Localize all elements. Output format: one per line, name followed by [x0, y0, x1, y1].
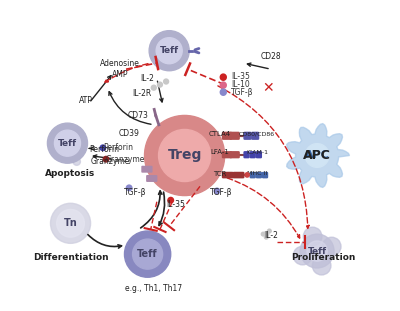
- Text: ●: ●: [218, 87, 227, 97]
- FancyBboxPatch shape: [262, 173, 268, 178]
- Text: LFA-1: LFA-1: [210, 149, 229, 156]
- FancyBboxPatch shape: [230, 132, 239, 139]
- Circle shape: [151, 85, 156, 90]
- Text: Apoptosis: Apoptosis: [46, 169, 96, 179]
- Text: CD28: CD28: [260, 52, 281, 61]
- Text: CD39: CD39: [119, 129, 140, 138]
- Text: ●: ●: [218, 80, 227, 90]
- FancyBboxPatch shape: [233, 173, 244, 178]
- Circle shape: [144, 115, 225, 196]
- Text: Adenosine
AMP: Adenosine AMP: [100, 59, 140, 79]
- Circle shape: [100, 145, 106, 151]
- Text: Teff: Teff: [58, 139, 77, 148]
- Text: TGF-β: TGF-β: [231, 88, 253, 97]
- Circle shape: [307, 241, 327, 261]
- Circle shape: [303, 227, 322, 246]
- Text: ✕: ✕: [262, 81, 274, 95]
- Text: CD73: CD73: [128, 111, 149, 120]
- Circle shape: [293, 246, 312, 265]
- Text: Teff: Teff: [160, 46, 179, 55]
- Circle shape: [264, 232, 269, 237]
- Circle shape: [126, 185, 132, 191]
- Text: TCR: TCR: [213, 171, 227, 177]
- Circle shape: [261, 232, 265, 236]
- Text: Differentiation: Differentiation: [33, 253, 108, 262]
- FancyBboxPatch shape: [252, 132, 258, 139]
- Circle shape: [312, 256, 331, 275]
- Text: CD80/CD86: CD80/CD86: [239, 132, 275, 137]
- Circle shape: [73, 158, 80, 165]
- Circle shape: [158, 82, 162, 87]
- Circle shape: [54, 130, 80, 156]
- Text: Granzyme: Granzyme: [106, 155, 145, 164]
- Text: APC: APC: [305, 151, 330, 160]
- FancyBboxPatch shape: [222, 173, 233, 178]
- Text: Treg: Treg: [168, 148, 202, 163]
- Circle shape: [168, 197, 174, 203]
- FancyBboxPatch shape: [250, 152, 255, 158]
- Circle shape: [156, 38, 182, 64]
- Circle shape: [322, 237, 341, 256]
- Text: IL-35: IL-35: [166, 200, 185, 209]
- Circle shape: [57, 209, 84, 237]
- Text: APC: APC: [303, 149, 331, 162]
- FancyBboxPatch shape: [244, 132, 251, 139]
- Text: Perforin: Perforin: [103, 143, 133, 152]
- Text: TGF-β: TGF-β: [124, 188, 146, 197]
- FancyBboxPatch shape: [222, 132, 232, 139]
- Text: TGF-β: TGF-β: [210, 188, 233, 197]
- Circle shape: [54, 151, 63, 160]
- FancyBboxPatch shape: [250, 173, 255, 178]
- FancyBboxPatch shape: [230, 152, 239, 158]
- Circle shape: [245, 173, 249, 177]
- FancyBboxPatch shape: [256, 173, 261, 178]
- Circle shape: [214, 188, 220, 194]
- Text: Granzyme: Granzyme: [91, 157, 130, 166]
- Circle shape: [48, 123, 88, 163]
- FancyBboxPatch shape: [222, 152, 232, 158]
- Text: ICAM-1: ICAM-1: [246, 150, 268, 155]
- Text: IL-2R: IL-2R: [132, 89, 151, 98]
- Text: CTLA4: CTLA4: [209, 131, 231, 137]
- FancyBboxPatch shape: [244, 152, 249, 158]
- Circle shape: [132, 239, 163, 269]
- Text: Proliferation: Proliferation: [291, 253, 356, 262]
- Text: ●: ●: [218, 72, 227, 82]
- Circle shape: [164, 79, 168, 84]
- Circle shape: [305, 144, 329, 167]
- Circle shape: [300, 234, 334, 268]
- FancyBboxPatch shape: [147, 176, 157, 181]
- Circle shape: [58, 128, 64, 134]
- Circle shape: [50, 203, 90, 243]
- Circle shape: [124, 231, 171, 277]
- Text: Teff: Teff: [308, 247, 327, 256]
- Text: IL-35: IL-35: [231, 72, 250, 81]
- Circle shape: [103, 156, 109, 162]
- Text: Teff: Teff: [137, 249, 158, 259]
- Polygon shape: [287, 124, 350, 187]
- Text: ATP: ATP: [79, 95, 93, 104]
- FancyBboxPatch shape: [256, 152, 261, 158]
- Circle shape: [158, 129, 211, 182]
- Text: MHC II: MHC II: [247, 171, 267, 177]
- Text: Tn: Tn: [64, 218, 78, 228]
- Text: IL-2: IL-2: [141, 74, 154, 83]
- Circle shape: [149, 31, 189, 71]
- Text: e.g., Th1, Th17: e.g., Th1, Th17: [125, 284, 182, 293]
- FancyBboxPatch shape: [142, 166, 152, 172]
- Text: IL-10: IL-10: [231, 80, 250, 89]
- Text: Perforin: Perforin: [90, 145, 120, 154]
- Circle shape: [264, 235, 268, 239]
- Text: IL-2: IL-2: [264, 231, 278, 240]
- Circle shape: [268, 229, 271, 233]
